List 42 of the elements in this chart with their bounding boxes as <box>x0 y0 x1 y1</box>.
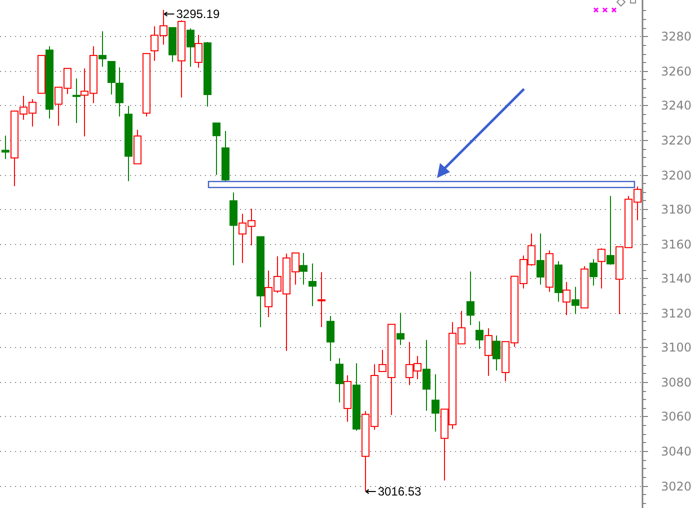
annotation: 3295.19 <box>176 7 220 22</box>
y-tick-label: 3220 <box>661 134 692 148</box>
candlestick <box>116 66 124 117</box>
candlestick <box>186 28 194 68</box>
y-tick-label: 3160 <box>661 238 692 252</box>
candlestick <box>432 374 440 432</box>
candlestick <box>326 316 334 362</box>
candlestick <box>98 30 106 68</box>
y-tick-label: 3280 <box>661 30 692 44</box>
candlestick <box>492 335 500 371</box>
candlestick <box>318 272 326 328</box>
candlestick <box>194 34 202 68</box>
candlestick <box>300 252 308 286</box>
candlestick <box>212 122 220 176</box>
y-tick-label: 3120 <box>661 306 692 321</box>
y-tick-label: 3100 <box>661 340 692 355</box>
candlestick <box>108 61 116 96</box>
candlestick <box>466 270 474 326</box>
candlestick <box>562 281 570 316</box>
annotation: 3016.53 <box>378 484 422 499</box>
candlestick <box>476 320 484 350</box>
candlestick <box>422 340 430 412</box>
candlestick <box>2 135 10 160</box>
y-tick-label: 3060 <box>661 410 692 424</box>
candlestick <box>590 258 598 286</box>
y-tick-label: 3260 <box>661 64 692 79</box>
candlestick <box>336 358 344 403</box>
candlestick <box>606 195 614 266</box>
candlestick <box>484 328 492 376</box>
candlestick <box>572 286 580 315</box>
y-tick-label: 3200 <box>661 168 692 183</box>
y-tick-label: 3080 <box>661 376 692 390</box>
y-tick-label: 3020 <box>661 480 692 494</box>
y-tick-label: 3240 <box>661 98 692 113</box>
candlestick <box>396 312 404 346</box>
y-tick-label: 3180 <box>661 202 692 217</box>
candlestick <box>308 263 316 307</box>
candlestick <box>598 248 606 290</box>
candlestick <box>72 78 80 124</box>
y-tick-label: 3040 <box>661 444 692 459</box>
y-tick-label: 3140 <box>661 272 692 286</box>
candlestick <box>536 232 544 286</box>
